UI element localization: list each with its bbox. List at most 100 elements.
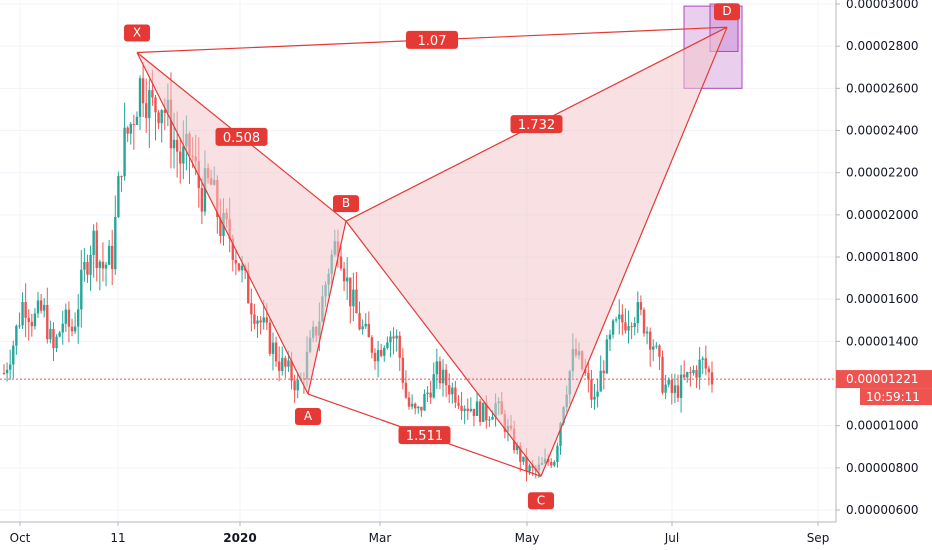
candle-body — [132, 123, 136, 125]
candle-body — [160, 110, 163, 124]
candle-body — [611, 320, 615, 335]
candle-body — [107, 245, 111, 265]
candle-body — [234, 259, 238, 264]
candle-body — [519, 445, 522, 462]
x-tick-label: 11 — [110, 531, 125, 545]
candle-body — [645, 331, 649, 334]
candle-body — [463, 408, 466, 411]
triangle-bcd — [346, 27, 727, 477]
ratio-label-box[interactable] — [406, 30, 458, 49]
candle-body — [64, 309, 68, 324]
candle-body — [482, 402, 485, 422]
y-tick-label: 0.00002200 — [846, 166, 919, 180]
candle-body — [268, 322, 272, 354]
candle-body — [633, 323, 636, 328]
candle-body — [682, 374, 686, 378]
leg-cd[interactable] — [540, 26, 728, 477]
candle-body — [67, 309, 71, 327]
candle-body — [284, 357, 287, 367]
candle-body — [676, 385, 680, 398]
candle-body — [52, 328, 55, 349]
candle-body — [407, 397, 411, 407]
candle-body — [426, 392, 429, 394]
y-tick-label: 0.00001000 — [846, 419, 919, 433]
ratio-label: 0.508 — [223, 131, 260, 146]
candle-body — [256, 320, 259, 324]
candle-body — [77, 309, 80, 327]
countdown-label: 10:59:11 — [866, 390, 920, 404]
candle-body — [485, 402, 488, 421]
candle-body — [373, 352, 377, 362]
point-label-box[interactable] — [528, 492, 554, 510]
point-label-box[interactable] — [124, 24, 150, 42]
y-tick-label: 0.00001400 — [846, 334, 919, 348]
candle-body — [698, 359, 701, 378]
candle-body — [12, 345, 15, 365]
candle-body — [395, 335, 398, 339]
candle-body — [271, 342, 275, 354]
leg-xa[interactable] — [136, 52, 309, 395]
candle-body — [630, 326, 633, 328]
candle-body — [522, 456, 525, 462]
point-label: A — [304, 409, 313, 423]
candle-body — [24, 302, 27, 318]
point-label-box[interactable] — [295, 408, 321, 426]
candle-body — [707, 368, 711, 373]
leg-bc[interactable] — [345, 220, 542, 477]
candle-body — [49, 328, 52, 340]
candle-body — [692, 369, 695, 374]
point-label-box[interactable] — [714, 3, 740, 21]
candle-body — [101, 261, 105, 269]
candle-body — [163, 110, 166, 113]
point-label-box[interactable] — [333, 195, 359, 213]
candle-body — [618, 314, 621, 320]
candle-body — [648, 331, 652, 350]
candle-body — [157, 112, 160, 124]
candle-body — [126, 127, 129, 134]
point-label: C — [537, 493, 545, 507]
ratio-label-box[interactable] — [510, 115, 563, 134]
ratio-label-box[interactable] — [215, 127, 268, 146]
ratio-label-box[interactable] — [398, 426, 451, 445]
candle-body — [704, 358, 708, 369]
triangle-xab — [137, 52, 346, 395]
leg-ab[interactable] — [307, 221, 347, 395]
candle-body — [237, 263, 241, 271]
candle-body — [383, 347, 386, 356]
candle-body — [441, 369, 445, 384]
candle-body — [154, 97, 157, 113]
candle-body — [293, 380, 296, 391]
candle-body — [80, 269, 83, 310]
candle-body — [389, 336, 392, 343]
ratio-label: 1.07 — [418, 34, 447, 49]
harmonic-pattern-layer[interactable]: 0.508 1.511 1.732 1.07 X A B C D — [124, 3, 743, 510]
candle-body — [8, 364, 12, 370]
candle-body — [120, 176, 123, 178]
candle-body — [404, 382, 408, 398]
candle-body — [30, 321, 34, 327]
candle-body — [686, 372, 689, 378]
candle-body — [673, 385, 677, 393]
point-label: D — [722, 4, 731, 18]
countdown-tag — [860, 388, 932, 406]
candle-body — [355, 289, 358, 314]
candle-body — [457, 402, 460, 406]
candle-body — [531, 465, 534, 468]
candle-body — [262, 317, 265, 323]
point-label: X — [133, 25, 141, 39]
candle-body — [667, 379, 670, 385]
candle-body — [398, 335, 401, 358]
candle-body — [129, 123, 132, 134]
candle-body — [379, 350, 383, 356]
candle-body — [361, 326, 364, 330]
candle-body — [179, 151, 182, 164]
y-tick-label: 0.00000800 — [846, 461, 919, 475]
candle-body — [265, 317, 268, 323]
candle-body — [420, 406, 423, 411]
candle-body — [670, 379, 674, 393]
candle-body — [584, 369, 587, 373]
candle-body — [339, 256, 343, 269]
candle-body — [608, 334, 612, 340]
candle-body — [247, 270, 250, 304]
